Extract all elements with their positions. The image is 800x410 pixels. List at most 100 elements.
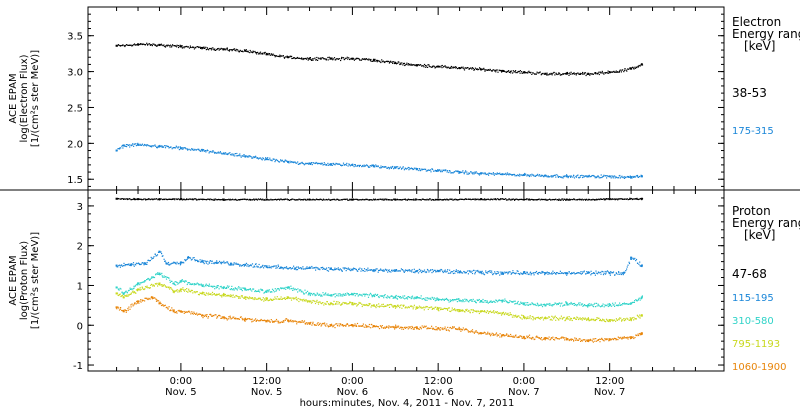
proton-trace-point bbox=[218, 288, 220, 290]
proton-trace-point bbox=[474, 300, 476, 302]
electron-trace-point bbox=[191, 148, 193, 150]
proton-trace-point bbox=[334, 296, 336, 298]
electron-trace-point bbox=[410, 63, 412, 65]
proton-trace-point bbox=[377, 271, 379, 273]
proton-trace-point bbox=[312, 198, 314, 200]
proton-trace-point bbox=[187, 291, 189, 293]
proton-trace-point bbox=[152, 276, 154, 278]
proton-trace-point bbox=[445, 328, 447, 330]
proton-trace-point bbox=[162, 276, 164, 278]
proton-trace-point bbox=[180, 263, 182, 265]
proton-trace-point bbox=[522, 199, 524, 201]
electron-trace-point bbox=[583, 72, 585, 74]
proton-trace-point bbox=[252, 199, 254, 201]
proton-trace-point bbox=[269, 299, 271, 301]
proton-trace-point bbox=[342, 293, 344, 295]
electron-trace-point bbox=[409, 64, 411, 66]
electron-trace-point bbox=[595, 177, 597, 179]
proton-trace-point bbox=[230, 263, 232, 265]
proton-trace-point bbox=[273, 291, 275, 293]
proton-trace-point bbox=[203, 263, 205, 265]
proton-trace-point bbox=[548, 304, 550, 306]
proton-trace-point bbox=[129, 264, 131, 266]
electron-trace-point bbox=[119, 44, 121, 47]
proton-trace-point bbox=[158, 302, 160, 304]
proton-trace-point bbox=[327, 270, 330, 272]
proton-trace-point bbox=[319, 198, 321, 200]
proton-trace-point bbox=[232, 294, 234, 296]
electron-trace-point bbox=[523, 72, 525, 74]
proton-trace-point bbox=[346, 292, 348, 294]
proton-trace-point bbox=[290, 297, 292, 299]
proton-trace-point bbox=[125, 290, 127, 292]
electron-trace-point bbox=[214, 152, 216, 154]
proton-trace-point bbox=[596, 305, 598, 307]
proton-trace-point bbox=[604, 304, 606, 306]
proton-trace-point bbox=[214, 288, 216, 290]
electron-trace-point bbox=[268, 54, 270, 56]
proton-trace-point bbox=[173, 282, 175, 284]
proton-trace-point bbox=[461, 198, 463, 200]
proton-trace-point bbox=[484, 311, 486, 313]
proton-trace-point bbox=[352, 302, 354, 304]
proton-trace-point bbox=[498, 199, 500, 201]
electron-trace-point bbox=[464, 67, 466, 69]
proton-trace-point bbox=[196, 314, 199, 316]
proton-trace-point bbox=[471, 300, 473, 302]
proton-trace-point bbox=[593, 272, 595, 274]
proton-trace-point bbox=[544, 274, 546, 276]
electron-trace-point bbox=[375, 60, 377, 62]
electron-trace-point bbox=[548, 176, 550, 178]
proton-trace-point bbox=[243, 297, 245, 299]
proton-trace-point bbox=[275, 290, 277, 292]
electron-trace-point bbox=[322, 57, 324, 59]
proton-trace-point bbox=[122, 310, 124, 312]
proton-trace-point bbox=[218, 199, 221, 201]
proton-trace-point bbox=[519, 273, 521, 276]
proton-trace-point bbox=[178, 289, 180, 291]
proton-trace-point bbox=[235, 317, 237, 319]
proton-trace-point bbox=[361, 268, 363, 270]
proton-trace-point bbox=[510, 314, 512, 316]
proton-trace-point bbox=[447, 199, 449, 201]
proton-trace-point bbox=[539, 271, 541, 274]
proton-trace-point bbox=[575, 304, 577, 306]
proton-trace-point bbox=[297, 288, 299, 290]
proton-trace-point bbox=[206, 292, 208, 295]
proton-trace-point bbox=[186, 290, 188, 292]
proton-trace-point bbox=[454, 309, 456, 311]
proton-trace-point bbox=[414, 297, 416, 299]
proton-trace-point bbox=[434, 300, 436, 302]
proton-trace-point bbox=[258, 297, 260, 300]
proton-trace-point bbox=[216, 285, 218, 287]
proton-trace-point bbox=[413, 328, 415, 330]
proton-trace-point bbox=[174, 284, 176, 286]
proton-trace-point bbox=[126, 292, 128, 294]
proton-trace-point bbox=[343, 268, 345, 270]
electron-trace-point bbox=[562, 73, 564, 75]
proton-trace-point bbox=[270, 298, 272, 301]
proton-trace-point bbox=[583, 304, 585, 307]
electron-trace-point bbox=[342, 57, 344, 59]
electron-trace-point bbox=[155, 45, 157, 47]
proton-trace-point bbox=[301, 320, 303, 322]
proton-trace-point bbox=[236, 199, 238, 201]
proton-trace-point bbox=[216, 260, 218, 262]
proton-trace-point bbox=[630, 197, 632, 200]
proton-trace-point bbox=[603, 320, 606, 322]
electron-trace-point bbox=[454, 66, 456, 68]
electron-trace-point bbox=[387, 60, 390, 62]
proton-trace-point bbox=[228, 264, 230, 266]
proton-trace-point bbox=[531, 302, 533, 304]
proton-trace-point bbox=[475, 310, 477, 312]
proton-trace-point bbox=[425, 325, 427, 327]
proton-trace-point bbox=[616, 198, 618, 200]
proton-trace-point bbox=[299, 321, 301, 324]
proton-trace-point bbox=[630, 303, 632, 305]
proton-trace-point bbox=[347, 268, 349, 270]
proton-trace-point bbox=[447, 309, 449, 311]
electron-trace-point bbox=[407, 166, 409, 169]
proton-trace-point bbox=[272, 299, 274, 301]
proton-trace-point bbox=[117, 266, 119, 268]
proton-trace-point bbox=[403, 270, 405, 272]
